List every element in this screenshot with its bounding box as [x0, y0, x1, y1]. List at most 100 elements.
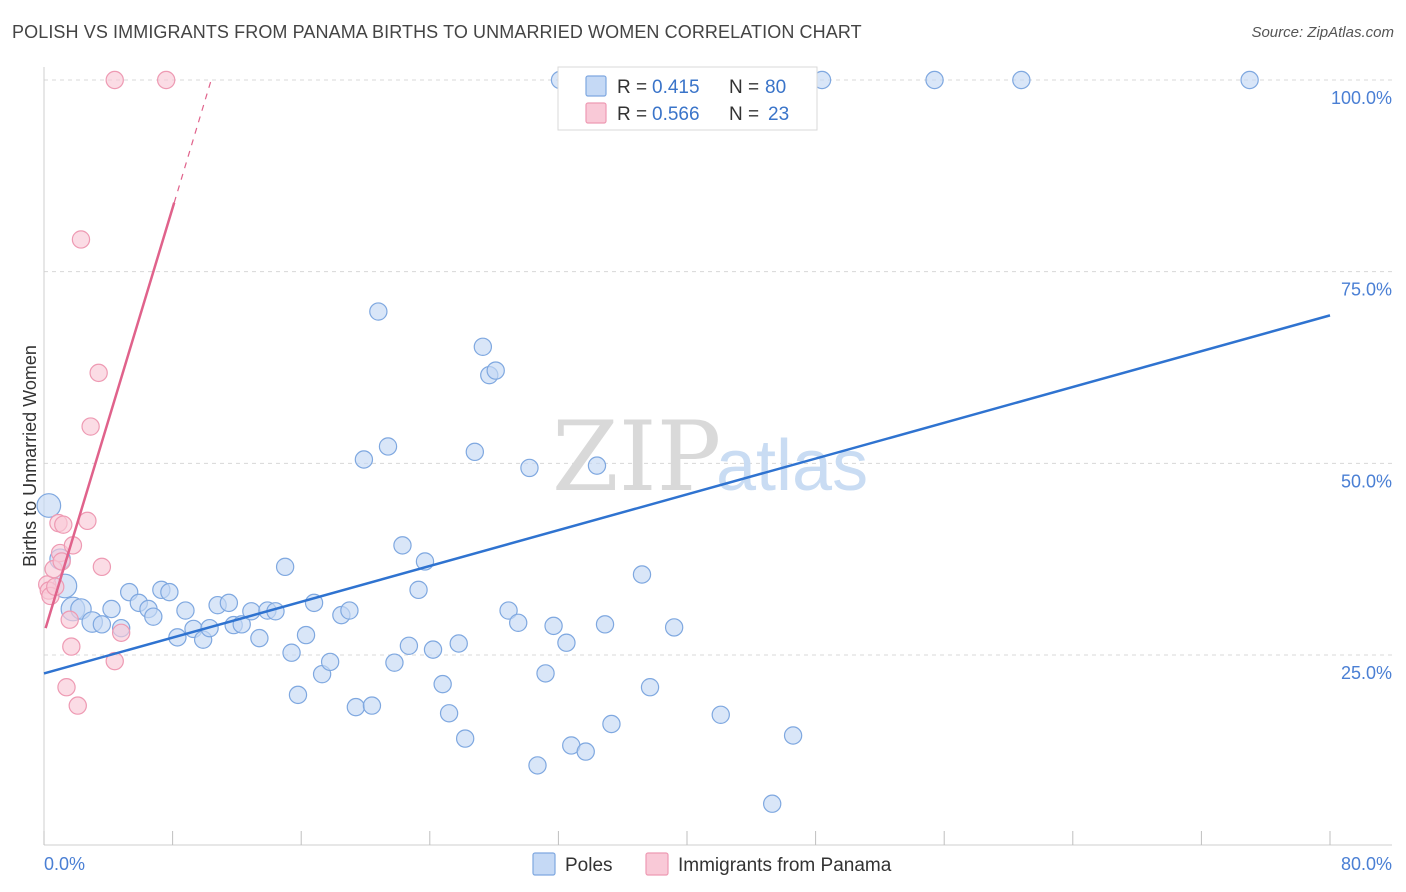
series-legend-label-poles: Poles	[565, 855, 613, 876]
series-legend: Poles Immigrants from Panama	[532, 852, 892, 876]
poles-point	[362, 696, 382, 715]
poles-point	[473, 337, 493, 356]
poles-point	[486, 361, 505, 380]
poles-point	[92, 615, 112, 634]
poles-point	[219, 593, 239, 613]
poles-point	[1240, 70, 1259, 90]
poles-point	[176, 601, 195, 620]
poles-point	[576, 742, 595, 761]
poles-point	[632, 565, 652, 584]
poles-point	[393, 536, 412, 555]
panama-point	[71, 230, 91, 249]
poles-point	[762, 794, 782, 813]
poles-point	[282, 643, 301, 662]
watermark-zip: ZIP	[552, 401, 721, 513]
panama-point	[111, 623, 131, 642]
x-tick-label-max: 80.0%	[1341, 854, 1392, 874]
poles-point	[36, 493, 62, 518]
panama-point	[105, 70, 124, 90]
poles-point	[587, 456, 607, 475]
poles-point	[544, 616, 563, 636]
panama-point	[89, 363, 108, 383]
panama-point	[81, 417, 100, 436]
poles-point	[1012, 70, 1031, 90]
legend-n-label-panama: N =	[729, 104, 759, 125]
poles-point	[320, 652, 340, 672]
poles-point	[664, 618, 684, 637]
poles-point	[354, 450, 374, 469]
poles-point	[711, 705, 730, 725]
poles-point	[528, 756, 547, 775]
poles-point	[296, 625, 316, 645]
series-legend-label-panama: Immigrants from Panama	[678, 855, 892, 876]
legend-n-value-poles: 80	[765, 77, 786, 98]
panama-point	[78, 511, 97, 531]
legend-r-value-panama: 0.566	[652, 104, 700, 125]
legend-r-label-poles: R =	[617, 77, 647, 98]
y-tick-label: 75.0%	[1341, 280, 1392, 300]
poles-point	[455, 729, 475, 748]
legend-swatch-poles	[585, 75, 607, 97]
poles-point	[399, 636, 419, 656]
poles-point	[378, 437, 398, 456]
poles-point	[640, 678, 660, 697]
poles-point	[925, 70, 944, 90]
poles-point	[102, 599, 121, 619]
poles-point	[595, 615, 615, 634]
legend-swatch-panama	[585, 102, 607, 124]
trend-line-poles	[43, 314, 1331, 675]
legend-r-label-panama: R =	[617, 104, 647, 125]
y-axis-label: Births to Unmarried Women	[20, 345, 40, 567]
series-legend-swatch-poles	[532, 852, 556, 876]
poles-point	[288, 685, 308, 705]
poles-point	[144, 607, 163, 626]
source-note: Source: ZipAtlas.com	[1251, 24, 1394, 41]
panama-point	[68, 696, 87, 715]
series-legend-swatch-panama	[645, 852, 669, 876]
poles-point	[783, 726, 803, 745]
trend-line-panama	[44, 202, 176, 629]
poles-point	[346, 697, 366, 717]
stats-legend: R = 0.415 N = 80 R = 0.566 N = 23	[557, 66, 818, 131]
x-tick-label-min: 0.0%	[44, 854, 85, 874]
panama-point	[156, 70, 176, 90]
poles-point	[160, 582, 179, 602]
poles-point	[499, 601, 518, 620]
poles-point	[409, 580, 428, 600]
poles-point	[250, 628, 269, 648]
poles-point	[509, 613, 528, 633]
poles-point	[423, 640, 443, 659]
panama-point	[54, 515, 73, 534]
series-panama-points	[38, 70, 176, 715]
y-tick-label: 25.0%	[1341, 663, 1392, 683]
chart-title: POLISH VS IMMIGRANTS FROM PANAMA BIRTHS …	[12, 22, 862, 42]
gridlines	[44, 79, 1392, 656]
y-tick-label: 100.0%	[1331, 88, 1392, 108]
y-axis-tick-labels: 25.0% 50.0% 75.0% 100.0%	[1331, 88, 1392, 683]
panama-point	[62, 637, 81, 656]
poles-point	[557, 633, 576, 652]
poles-point	[340, 601, 359, 620]
panama-point	[57, 678, 76, 697]
poles-point	[439, 704, 459, 723]
legend-r-value-poles: 0.415	[652, 77, 700, 98]
poles-point	[602, 714, 621, 734]
poles-point	[536, 664, 555, 683]
trend-lines	[43, 79, 1331, 675]
panama-point	[60, 610, 79, 629]
poles-point	[275, 557, 295, 577]
trend-line-panama-extension	[173, 79, 212, 203]
legend-n-value-panama: 23	[768, 104, 789, 125]
y-tick-label: 50.0%	[1341, 471, 1392, 491]
poles-point	[369, 302, 388, 321]
panama-point	[92, 557, 112, 577]
poles-point	[449, 634, 468, 653]
poles-point	[385, 653, 404, 672]
poles-point	[433, 674, 452, 694]
x-axis-ticks	[43, 831, 1331, 845]
poles-point	[465, 442, 485, 462]
legend-n-label-poles: N =	[729, 77, 759, 98]
axes	[43, 67, 1392, 846]
poles-point	[520, 458, 539, 478]
